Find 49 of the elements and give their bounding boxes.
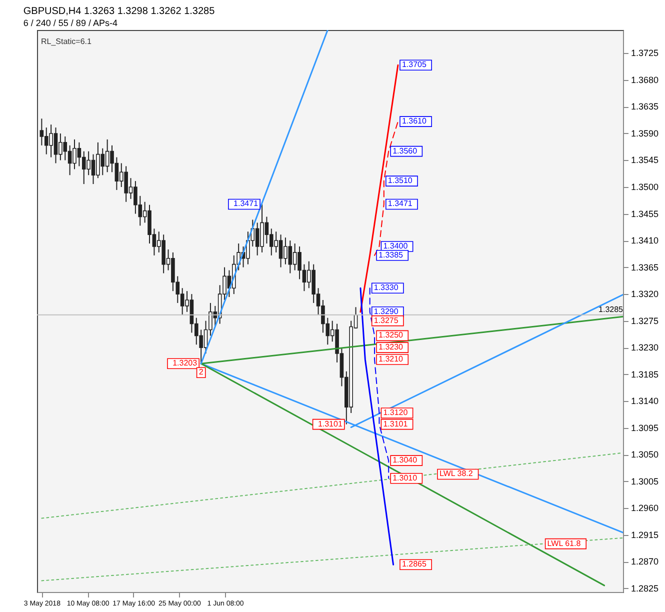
y-tick-label: 1.3590	[631, 128, 659, 138]
annotation: 1.3471	[234, 199, 259, 208]
annotation: 1.3120	[383, 408, 408, 417]
ref-line-label: 1.3285	[598, 304, 624, 314]
annotation: 2	[198, 368, 204, 377]
annotation: 1.3101	[383, 419, 408, 428]
y-tick-label: 1.3185	[631, 369, 659, 380]
annotation: 1.3203	[172, 358, 198, 368]
y-tick-label: 1.2825	[631, 583, 659, 594]
annotation: 1.3400	[383, 241, 408, 250]
y-tick-label: 1.2870	[631, 556, 659, 567]
y-tick-label: 1.3545	[631, 155, 659, 166]
annotation: 1.3385	[378, 250, 404, 260]
y-tick-label: 1.3320	[631, 289, 659, 300]
y-tick-label: 1.3500	[631, 182, 659, 192]
annotation: 1.3010	[392, 473, 418, 482]
annotation: LWL 38.2	[439, 469, 474, 478]
annotation: RL_Static=6.1	[41, 37, 92, 46]
y-tick-label: 1.3275	[631, 316, 659, 326]
chart-title: GBPUSD,H4 1.3263 1.3298 1.3262 1.3285	[23, 6, 216, 17]
annotation: 1.3560	[392, 146, 418, 156]
annotation: 1.3330	[374, 283, 399, 292]
chart-subtitle: 6 / 240 / 55 / 89 / APs-4	[23, 18, 118, 28]
y-tick-label: 1.3410	[631, 236, 659, 246]
y-tick-label: 1.3365	[631, 262, 659, 272]
annotation: LWL 61.8	[547, 538, 582, 548]
y-tick-label: 1.3095	[631, 422, 659, 433]
y-tick-label: 1.3140	[631, 396, 659, 406]
annotation: 1.3471	[388, 199, 413, 208]
y-tick-label: 1.3725	[631, 48, 659, 58]
y-tick-label: 1.3455	[631, 208, 659, 219]
annotation: 1.3250	[378, 330, 404, 340]
annotation: 1.3610	[402, 116, 427, 126]
y-tick-label: 1.2915	[631, 530, 659, 540]
annotation: 1.3101	[318, 419, 343, 428]
y-tick-label: 1.3680	[631, 74, 659, 85]
annotation: 1.3040	[392, 456, 418, 465]
annotation: 1.3705	[402, 60, 427, 70]
annotation: 1.3510	[388, 176, 413, 186]
y-tick-label: 1.3230	[631, 342, 659, 353]
annotation: 1.2865	[402, 560, 427, 569]
annotation: 1.3275	[374, 316, 399, 325]
y-tick-label: 1.3005	[631, 476, 659, 486]
annotation: 1.3230	[378, 342, 404, 352]
y-tick-label: 1.2960	[631, 503, 659, 514]
annotation: 1.3210	[378, 354, 404, 364]
y-tick-label: 1.3635	[631, 102, 659, 112]
annotation: 1.3290	[374, 306, 399, 316]
y-tick-label: 1.3050	[631, 450, 659, 460]
